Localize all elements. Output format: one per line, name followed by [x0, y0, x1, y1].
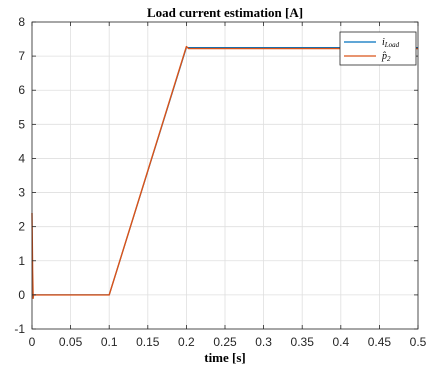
x-tick-label: 0.45 — [368, 335, 392, 349]
legend: iLoad p̂2 — [339, 31, 417, 66]
x-tick-label: 0.2 — [178, 335, 195, 349]
x-tick-label: 0.3 — [255, 335, 272, 349]
y-tick-label: -1 — [14, 322, 25, 336]
y-tick-label: 5 — [18, 117, 25, 131]
y-tick-label: 6 — [18, 83, 25, 97]
legend-label-1: iLoad — [382, 37, 400, 49]
x-tick-label: 0.35 — [291, 335, 315, 349]
y-tick-label: 1 — [18, 254, 25, 268]
x-tick-label: 0.1 — [101, 335, 118, 349]
series-line-2 — [31, 45, 418, 299]
legend-label-2: p̂2 — [381, 51, 391, 63]
x-tick-label: 0.05 — [59, 335, 83, 349]
x-tick-label: 0.15 — [136, 335, 160, 349]
y-tick-label: 3 — [18, 186, 25, 200]
chart-title: Load current estimation [A] — [147, 5, 303, 20]
ticks — [31, 21, 419, 330]
y-tick-label: 0 — [18, 288, 25, 302]
y-tick-label: 4 — [18, 151, 25, 165]
y-tick-label: 2 — [18, 220, 25, 234]
series-group — [31, 45, 418, 299]
x-tick-label: 0.5 — [410, 335, 427, 349]
y-tick-label: 7 — [18, 49, 25, 63]
x-tick-label: 0.25 — [213, 335, 237, 349]
x-tick-label: 0.4 — [332, 335, 349, 349]
x-axis-label: time [s] — [204, 350, 246, 365]
tick-labels: 0 0.05 0.1 0.15 0.2 0.25 0.3 0.35 0.4 0.45 0.5 -1 0 1… — [14, 15, 426, 349]
x-tick-label: 0 — [29, 335, 36, 349]
legend-box — [339, 31, 417, 66]
y-tick-label: 8 — [18, 15, 25, 29]
